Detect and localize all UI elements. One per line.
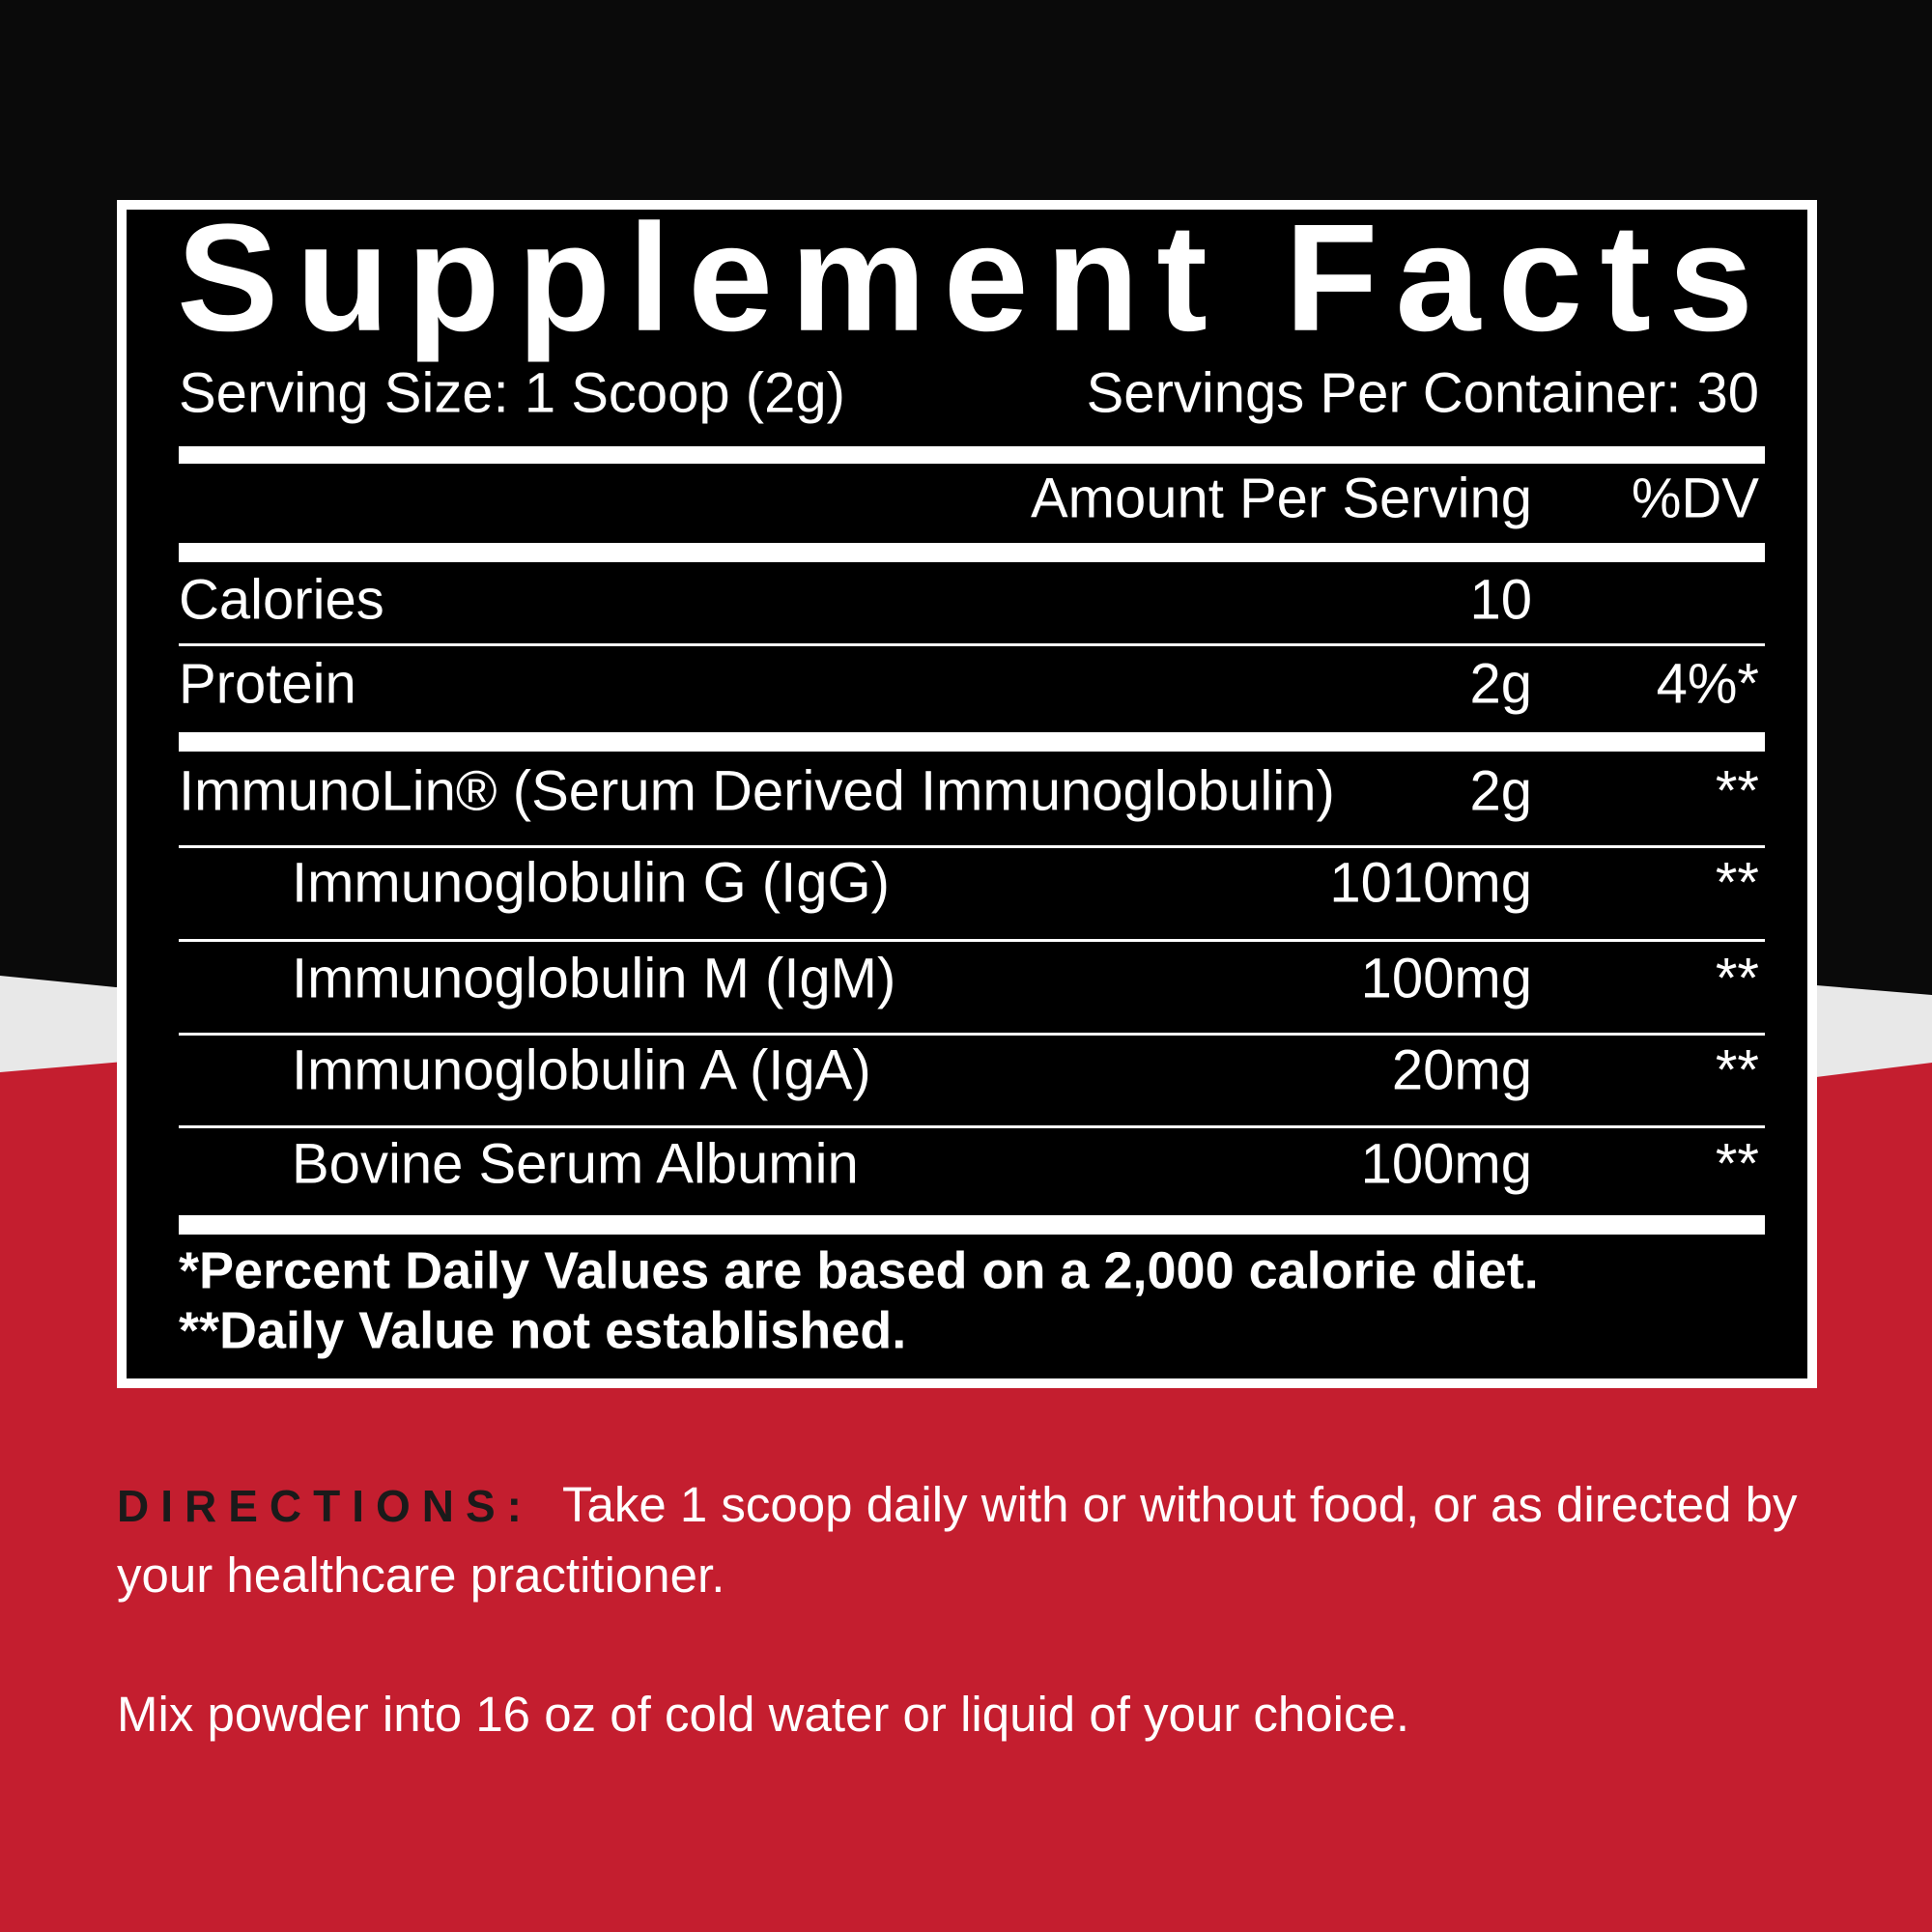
row-amount: 20mg — [1392, 1038, 1532, 1101]
thin-rule — [179, 939, 1765, 942]
row-amount: 100mg — [1361, 947, 1532, 1009]
row-name: Bovine Serum Albumin — [292, 1132, 859, 1195]
row-dv: ** — [1716, 1132, 1759, 1195]
thick-rule — [179, 543, 1765, 562]
thin-rule — [179, 643, 1765, 646]
row-dv: ** — [1716, 1038, 1759, 1101]
row-dv: 4%* — [1657, 652, 1759, 715]
row-amount: 100mg — [1361, 1132, 1532, 1195]
mix-text: Mix powder into 16 oz of cold water or l… — [117, 1687, 1410, 1742]
row-name: Immunoglobulin A (IgA) — [292, 1038, 871, 1101]
thin-rule — [179, 1125, 1765, 1128]
thick-rule — [179, 732, 1765, 752]
serving-size: Serving Size: 1 Scoop (2g) — [179, 361, 845, 424]
thin-rule — [179, 1033, 1765, 1036]
row-amount: 2g — [1469, 652, 1532, 715]
thick-rule — [179, 1215, 1765, 1235]
directions: DIRECTIONS: Take 1 scoop daily with or wi… — [117, 1470, 1827, 1819]
row-name: Immunoglobulin G (IgG) — [292, 851, 890, 914]
directions-para: DIRECTIONS: Take 1 scoop daily with or wi… — [117, 1470, 1827, 1610]
directions-text: Take 1 scoop daily with or without food,… — [117, 1477, 1798, 1603]
row-dv: ** — [1716, 759, 1759, 822]
directions-label: DIRECTIONS: — [117, 1481, 533, 1531]
row-dv: ** — [1716, 851, 1759, 914]
row-name: Protein — [179, 652, 356, 715]
row-amount: 10 — [1469, 568, 1532, 631]
facts-box — [117, 200, 1817, 1388]
row-name: Calories — [179, 568, 384, 631]
row-name: Immunoglobulin M (IgM) — [292, 947, 895, 1009]
footnote: *Percent Daily Values are based on a 2,0… — [179, 1241, 1539, 1299]
thick-rule — [179, 446, 1765, 464]
row-amount: 2g — [1469, 759, 1532, 822]
title: Supplement Facts — [177, 193, 1761, 363]
footnote: **Daily Value not established. — [179, 1301, 906, 1359]
thin-rule — [179, 845, 1765, 848]
row-dv: ** — [1716, 947, 1759, 1009]
column-header: Amount Per Serving — [1031, 467, 1532, 529]
servings-per-container: Servings Per Container: 30 — [1087, 361, 1759, 424]
row-name: ImmunoLin® (Serum Derived Immunoglobulin… — [179, 759, 1335, 822]
column-header: %DV — [1632, 467, 1759, 529]
row-amount: 1010mg — [1329, 851, 1532, 914]
